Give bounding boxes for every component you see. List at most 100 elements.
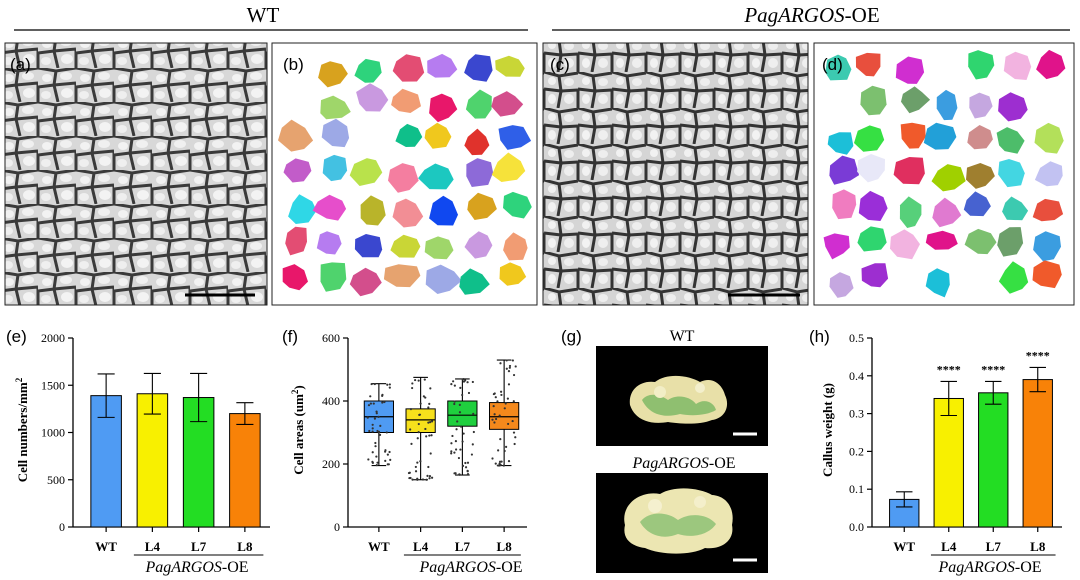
segmented-cell — [464, 54, 493, 82]
chart-h-bar-L8 — [1022, 379, 1053, 528]
chart-f-point-WT — [386, 453, 389, 456]
segmented-cell — [998, 92, 1028, 122]
chart-e-group-label: PagARGOS-OE — [144, 559, 248, 576]
chart-f-point-L4 — [427, 465, 430, 469]
chart-f-point-L8 — [508, 364, 512, 368]
segmented-cell — [391, 88, 421, 113]
chart-f-point-WT — [368, 429, 371, 433]
segmented-cell — [890, 229, 920, 260]
chart-h-ytick-label: 0.5 — [849, 331, 864, 345]
segmented-cell — [354, 58, 382, 83]
photo-title-wt: WT — [670, 328, 695, 345]
segmented-cell — [968, 50, 995, 80]
callus-wt-blob — [629, 375, 728, 424]
chart-f-point-L7 — [461, 378, 464, 381]
segmented-cell — [923, 122, 957, 150]
chart-f-point-L8 — [508, 366, 511, 369]
chart-f-point-WT — [367, 458, 370, 461]
segmented-cell — [900, 122, 926, 149]
segmented-cell — [427, 53, 458, 78]
segmented-cell — [320, 95, 351, 120]
header-oe-suffix: -OE — [845, 3, 880, 27]
chart-e-ytick-label: 1500 — [41, 378, 65, 392]
segmented-cell — [282, 264, 308, 291]
chart-h-ytick-label: 0.2 — [849, 444, 864, 458]
segmented-cell — [424, 236, 454, 260]
chart-f-point-L4 — [428, 475, 432, 478]
micrograph-c-image — [542, 42, 809, 306]
chart-f-point-L7 — [466, 461, 470, 464]
chart-f-point-L8 — [493, 421, 496, 424]
chart-f-point-L8 — [496, 400, 499, 403]
chart-f-ytick-label: 400 — [322, 394, 340, 408]
segmented-cell — [491, 152, 526, 182]
chart-h-significance-L4: **** — [937, 362, 961, 376]
micrograph-a-image — [4, 42, 268, 306]
segmented-cell — [825, 54, 852, 81]
segmented-cell — [429, 93, 458, 123]
chart-f-point-WT — [371, 460, 374, 463]
segmented-cell — [925, 230, 958, 250]
panel-label-c: (c) — [550, 55, 570, 74]
chart-f-point-L7 — [461, 464, 465, 467]
chart-f-point-L8 — [491, 418, 494, 421]
chart-f-point-L8 — [507, 460, 511, 463]
chart-f-point-L8 — [499, 390, 503, 393]
segmented-cell — [858, 190, 888, 221]
chart-f-point-L4 — [429, 452, 432, 455]
chart-f-point-L4 — [421, 478, 425, 481]
chart-f-point-L8 — [512, 373, 516, 377]
segmented-cell — [857, 154, 885, 183]
chart-f-xlabel-L4: L4 — [413, 539, 429, 554]
segmented-cell — [464, 128, 490, 156]
chart-f-marks: 0 200 400 600 WT L4 L7 L8 — [322, 331, 527, 556]
chart-f-point-L4 — [430, 420, 434, 423]
chart-f-point-L8 — [507, 383, 511, 386]
segmented-cell — [931, 164, 966, 192]
chart-f-point-L7 — [452, 380, 455, 383]
chart-f-point-L8 — [511, 359, 514, 362]
chart-f-point-L7 — [471, 380, 474, 384]
panel-label-a: (a) — [10, 55, 31, 74]
chart-f-group-gene: PagARGOS — [418, 559, 495, 576]
segmented-cell — [499, 262, 527, 286]
chart-f-point-L8 — [498, 414, 501, 417]
segmented-cell — [964, 228, 997, 255]
segmented-cell — [354, 234, 383, 258]
chart-f-point-L7 — [450, 383, 453, 386]
chart-f-point-WT — [374, 441, 377, 445]
chart-h-bar-L4 — [933, 397, 964, 528]
chart-f-point-L7 — [451, 434, 454, 438]
chart-f-point-L7 — [455, 448, 458, 451]
chart-f-point-WT — [389, 458, 392, 461]
segmented-cell — [349, 267, 382, 297]
chart-f-point-L7 — [472, 412, 475, 415]
chart-f-point-L8 — [493, 413, 496, 416]
chart-f-point-WT — [371, 451, 374, 454]
segmented-cell — [360, 195, 386, 226]
segmented-cell — [495, 55, 525, 77]
chart-f-point-WT — [388, 386, 391, 389]
chart-f-point-L7 — [464, 466, 468, 469]
chart-f-point-L7 — [461, 393, 464, 397]
chart-f-point-L7 — [459, 386, 462, 389]
chart-e-ytick-label: 0 — [59, 520, 65, 534]
chart-e-xlabel-WT: WT — [95, 539, 117, 554]
chart-e-ytick-label: 1000 — [41, 426, 65, 440]
chart-f-point-WT — [381, 394, 384, 398]
segmented-cell — [899, 196, 922, 228]
chart-f-point-WT — [369, 395, 372, 398]
chart-f-point-L4 — [427, 406, 430, 409]
chart-e-cell-numbers: (e) Cell numbers/mm2 0 500 1000 1500 2000 WT L… — [6, 327, 270, 576]
chart-f-point-L4 — [414, 470, 418, 473]
segmented-cell — [383, 264, 421, 288]
chart-f-point-L7 — [456, 420, 459, 423]
chart-f-point-L4 — [414, 465, 417, 469]
chart-f-point-WT — [376, 429, 379, 433]
chart-f-point-L4 — [426, 474, 429, 477]
chart-f-point-L7 — [466, 473, 470, 476]
chart-f-point-L7 — [450, 442, 453, 445]
chart-f-point-L4 — [428, 477, 431, 480]
segmented-cell — [861, 263, 889, 288]
chart-e-bar-L8 — [229, 413, 261, 528]
